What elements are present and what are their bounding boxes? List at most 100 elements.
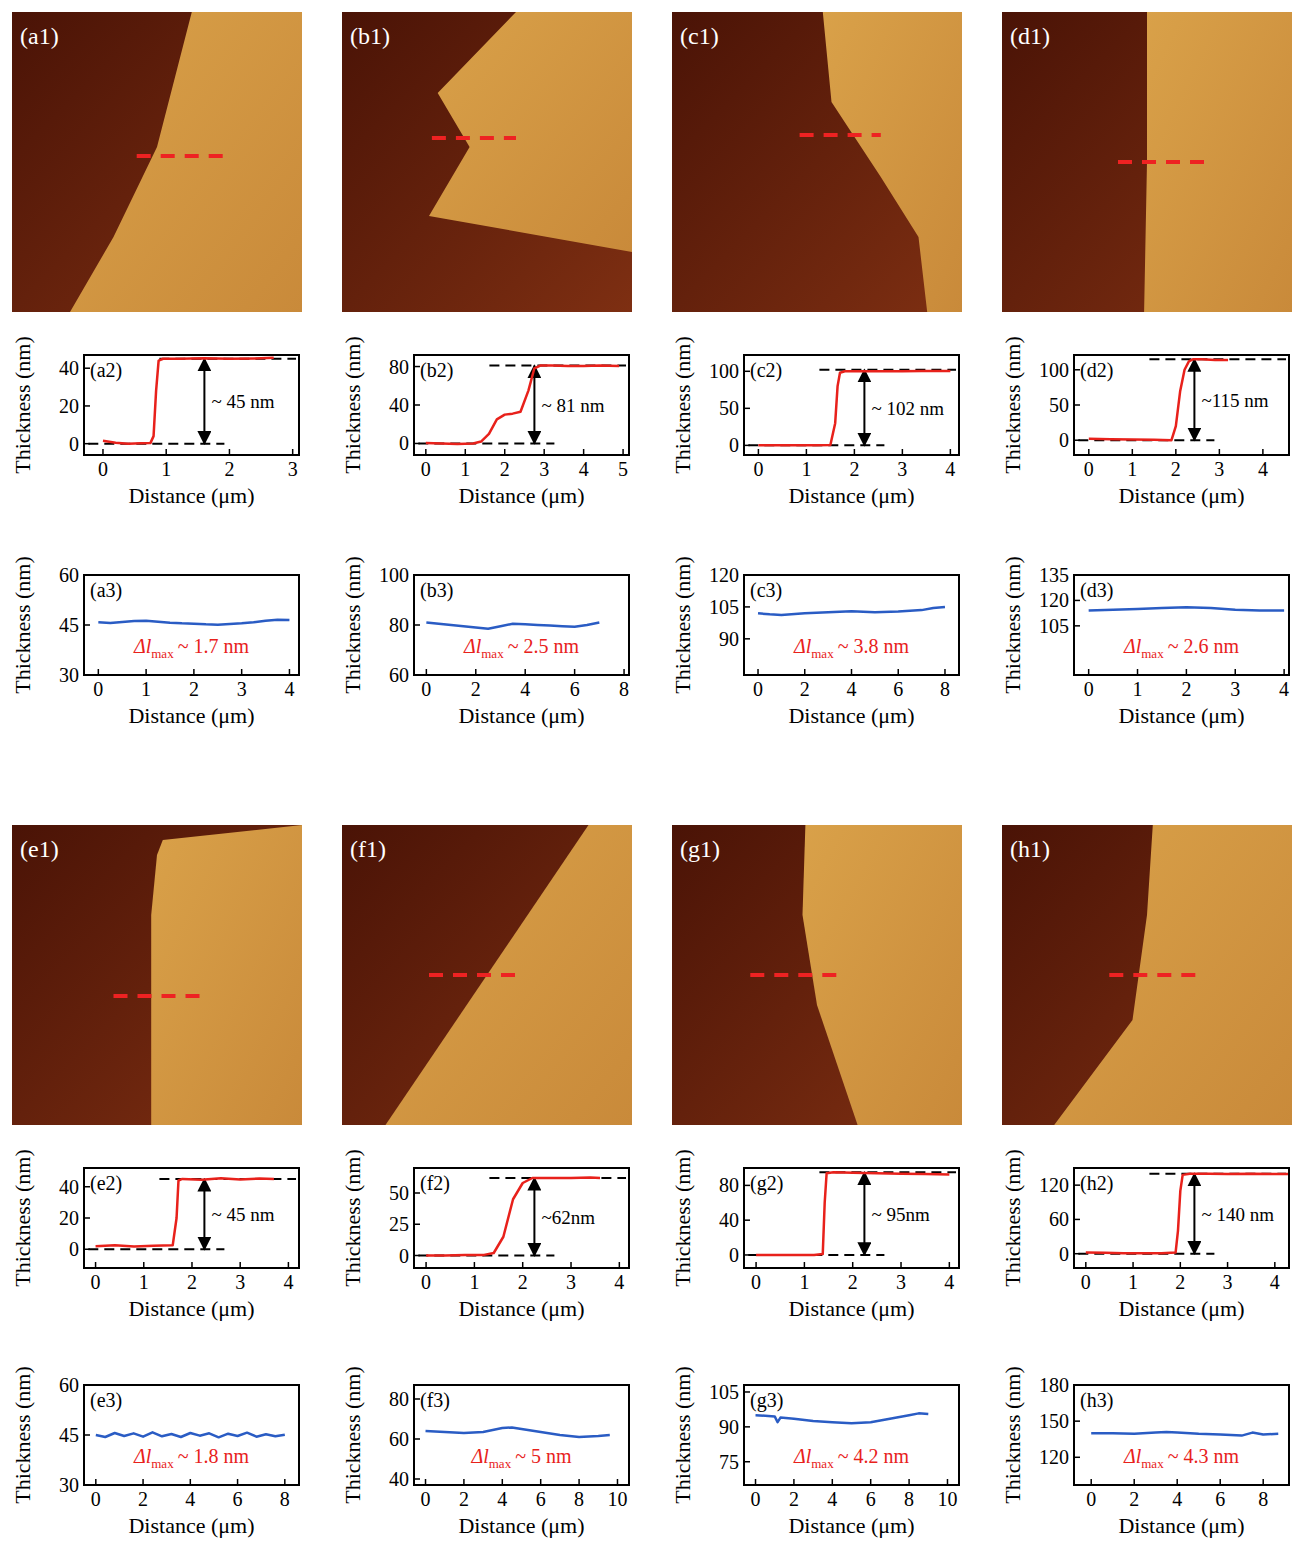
symbol: Δl <box>133 1445 152 1467</box>
label-patch <box>540 395 605 416</box>
panel-label: (c2) <box>750 359 782 382</box>
value: ~ 4.2 nm <box>838 1445 910 1467</box>
x-tick-label: 2 <box>138 1488 148 1510</box>
figure: (a1)(b1)(c1)(d1)(e1)(f1)(g1)(h1)01230204… <box>0 0 1306 1548</box>
afm-image: (h1) <box>1002 825 1292 1125</box>
substrate-region <box>342 825 632 1125</box>
plot: 0123404080Thickness (nm)Distance (μm)(g2… <box>670 1149 959 1321</box>
plot-frame <box>414 355 629 455</box>
x-tick-label: 2 <box>459 1488 469 1510</box>
y-tick-label: 105 <box>709 596 739 618</box>
x-tick-label: 0 <box>753 678 763 700</box>
x-tick-label: 0 <box>753 458 763 480</box>
substrate-region <box>12 12 302 312</box>
y-tick-label: 80 <box>389 1388 409 1410</box>
x-tick-label: 0 <box>421 1271 431 1293</box>
x-axis-title: Distance (μm) <box>458 1513 584 1538</box>
y-axis-title: Thickness (nm) <box>340 1366 365 1503</box>
y-tick-label: 50 <box>389 1182 409 1204</box>
y-tick-label: 50 <box>1049 394 1069 416</box>
x-tick-label: 2 <box>187 1271 197 1293</box>
uniformity-label: Δlmax~ 4.2 nm <box>793 1445 910 1471</box>
afm-image: (d1) <box>1002 12 1292 312</box>
x-tick-label: 2 <box>848 1271 858 1293</box>
y-tick-label: 80 <box>719 1174 739 1196</box>
value: ~ 5 nm <box>515 1445 572 1467</box>
film-region <box>823 12 962 312</box>
x-tick-label: 0 <box>421 1488 431 1510</box>
data-group <box>1089 607 1284 610</box>
y-tick-label: 30 <box>59 664 79 686</box>
plot-frame <box>744 1168 959 1268</box>
x-tick-label: 3 <box>1214 458 1224 480</box>
x-tick-label: 4 <box>284 678 294 700</box>
y-tick-label: 105 <box>1039 615 1069 637</box>
x-tick-label: 2 <box>789 1488 799 1510</box>
y-tick-label: 120 <box>1039 1446 1069 1468</box>
y-tick-label: 60 <box>389 1428 409 1450</box>
substrate-region <box>672 12 962 312</box>
panel-label: (b3) <box>420 579 453 602</box>
y-axis-title: Thickness (nm) <box>1000 1366 1025 1503</box>
x-tick-label: 6 <box>893 678 903 700</box>
height-label: ~ 45 nm <box>211 391 274 412</box>
x-axis-title: Distance (μm) <box>128 483 254 508</box>
plot-frame <box>1074 1168 1289 1268</box>
plot-frame <box>84 1168 299 1268</box>
afm-image: (g1) <box>672 825 962 1125</box>
x-tick-label: 0 <box>751 1488 761 1510</box>
profile-curve <box>1091 1432 1278 1436</box>
y-axis-title: Thickness (nm) <box>1000 556 1025 693</box>
data-group <box>426 1177 600 1255</box>
x-tick-label: 4 <box>1172 1488 1182 1510</box>
y-tick-label: 150 <box>1039 1410 1069 1432</box>
profile-curve <box>426 366 619 444</box>
x-tick-label: 4 <box>827 1488 837 1510</box>
x-tick-label: 4 <box>944 1271 954 1293</box>
plot: 01234060120Thickness (nm)Distance (μm)(h… <box>1000 1149 1289 1321</box>
y-axis-title: Thickness (nm) <box>10 1149 35 1286</box>
film-region <box>386 825 633 1125</box>
y-tick-label: 0 <box>399 1245 409 1267</box>
film-region <box>151 825 302 1125</box>
x-tick-label: 8 <box>574 1488 584 1510</box>
y-axis-title: Thickness (nm) <box>670 1366 695 1503</box>
value: ~ 2.6 nm <box>1168 635 1240 657</box>
plot: 02468304560Thickness (nm)Distance (μm)(e… <box>10 1366 299 1538</box>
x-tick-label: 6 <box>570 678 580 700</box>
profile-line <box>1109 973 1196 977</box>
data-group <box>1091 1432 1278 1436</box>
panel-label: (e2) <box>90 1172 122 1195</box>
y-tick-label: 60 <box>389 664 409 686</box>
profile-line <box>1118 160 1205 164</box>
x-tick-label: 1 <box>801 458 811 480</box>
x-tick-label: 1 <box>1133 678 1143 700</box>
x-tick-label: 2 <box>800 678 810 700</box>
x-tick-label: 1 <box>460 458 470 480</box>
x-axis-title: Distance (μm) <box>458 703 584 728</box>
x-axis-title: Distance (μm) <box>1118 703 1244 728</box>
panel-label: (a1) <box>20 23 59 49</box>
plot: 01234105120135Thickness (nm)Distance (μm… <box>1000 556 1289 728</box>
x-tick-label: 8 <box>280 1488 290 1510</box>
x-tick-label: 1 <box>799 1271 809 1293</box>
x-tick-label: 0 <box>1084 458 1094 480</box>
afm-image: (f1) <box>342 825 632 1125</box>
subscript: max <box>489 1456 512 1471</box>
x-axis-title: Distance (μm) <box>128 703 254 728</box>
panel-label: (f3) <box>420 1389 450 1412</box>
x-tick-label: 2 <box>189 678 199 700</box>
x-axis-title: Distance (μm) <box>1118 1513 1244 1538</box>
panel-label: (f2) <box>420 1172 450 1195</box>
symbol: Δl <box>793 1445 812 1467</box>
x-tick-label: 4 <box>185 1488 195 1510</box>
value: ~ 1.8 nm <box>178 1445 250 1467</box>
data-group <box>98 620 289 625</box>
x-tick-label: 4 <box>945 458 955 480</box>
profile-curve <box>756 1413 929 1423</box>
film-region <box>70 12 302 312</box>
x-tick-label: 3 <box>896 1271 906 1293</box>
x-tick-label: 0 <box>421 678 431 700</box>
data-group <box>758 607 945 615</box>
profile-line <box>114 994 204 998</box>
